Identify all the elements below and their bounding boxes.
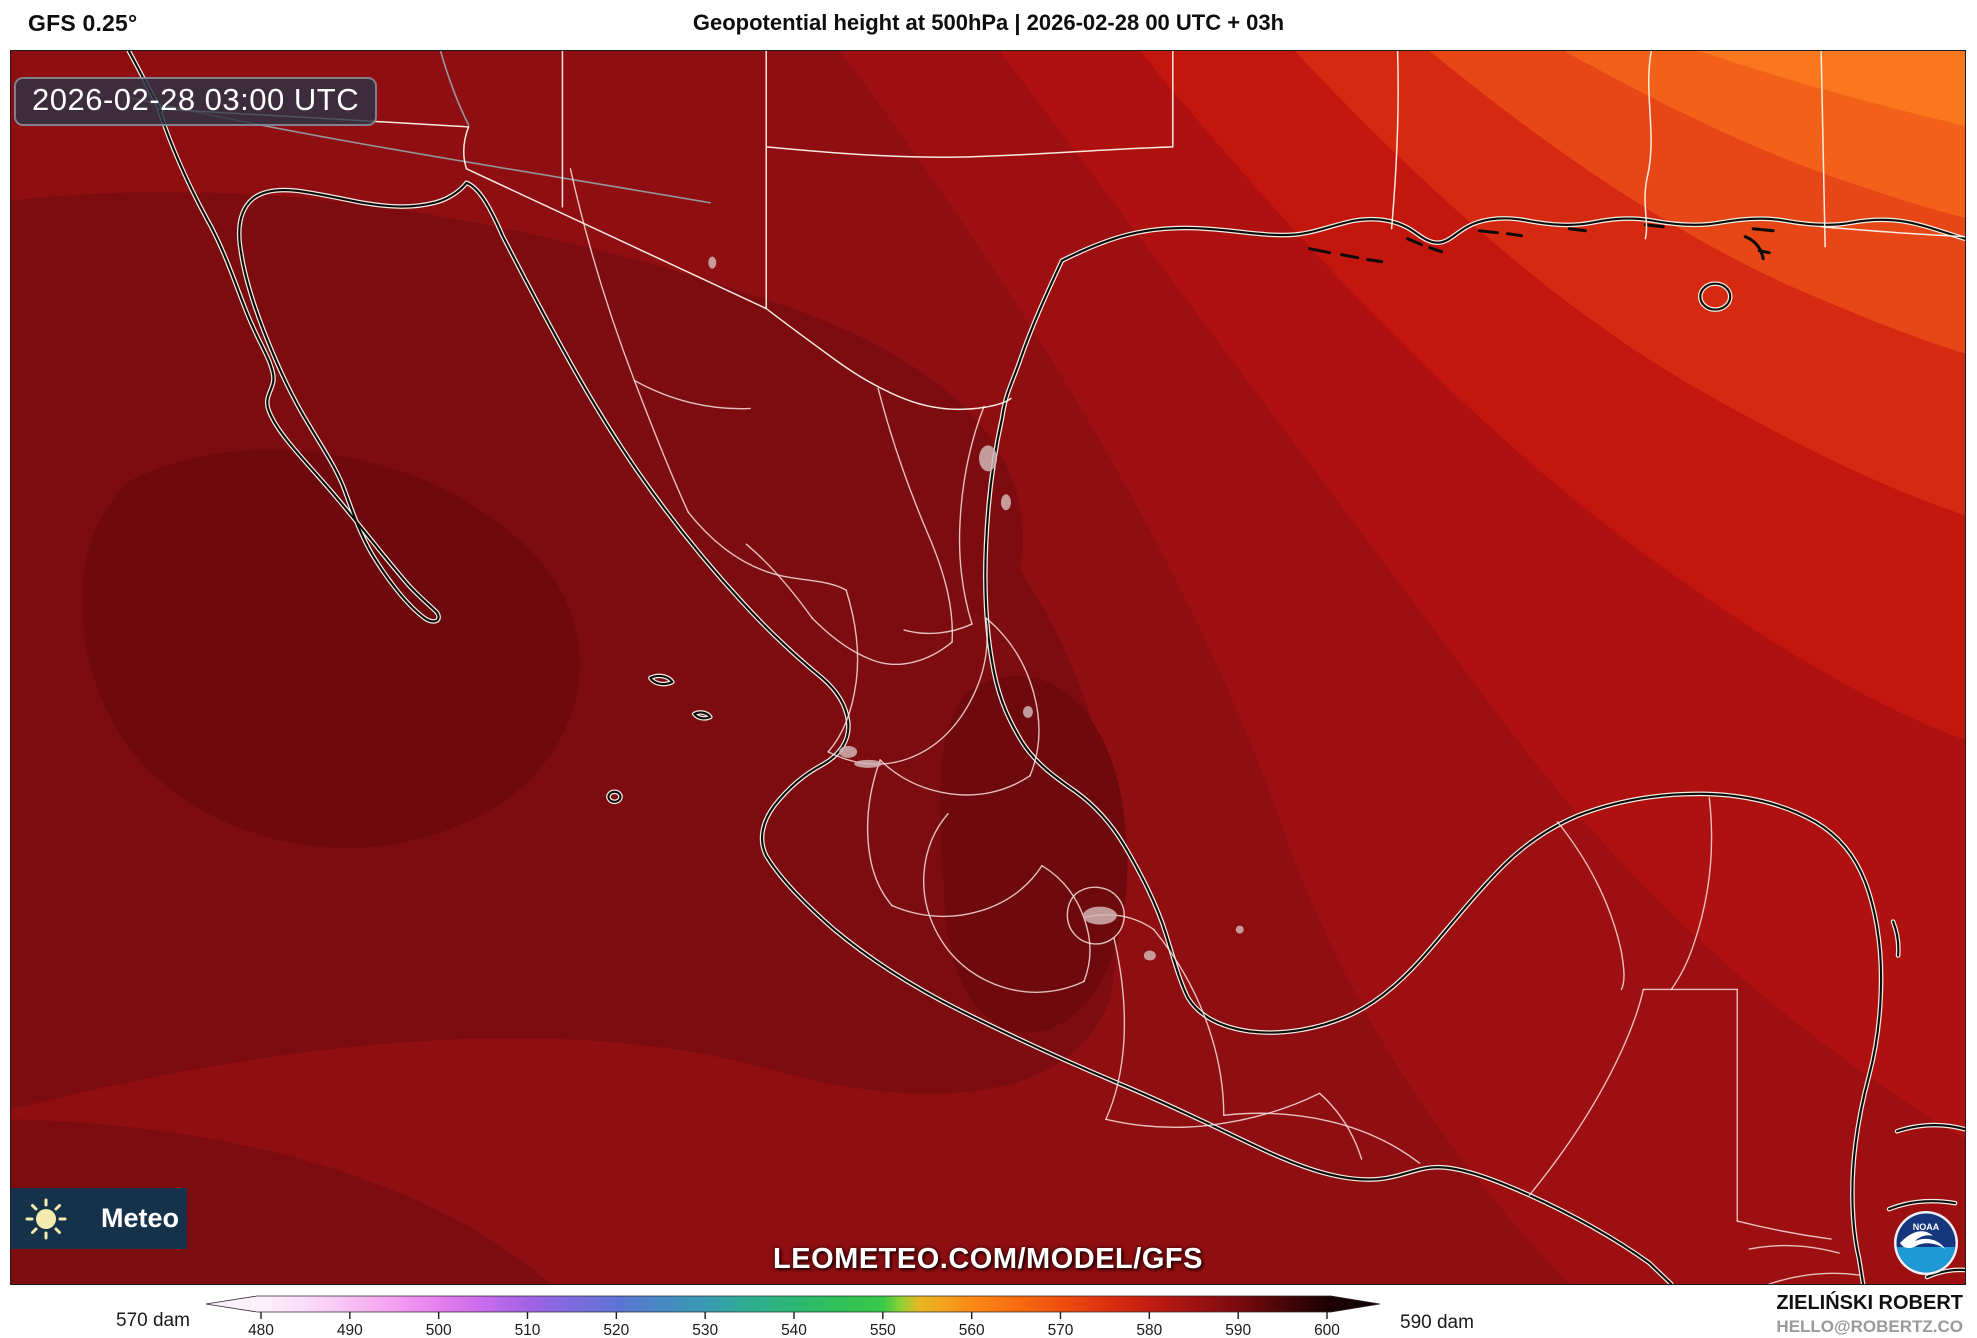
noaa-label: NOAA <box>1913 1222 1940 1232</box>
city-patches <box>708 256 1244 961</box>
page-title: Geopotential height at 500hPa | 2026-02-… <box>692 10 1285 35</box>
us-state-borders <box>158 51 1965 411</box>
colorbar-scale <box>206 1295 1380 1313</box>
colorbar-ticks: 480 490 500 510 520 530 540 550 560 570 580 590 600 <box>248 1312 1340 1338</box>
colorbar-tick-label: 600 <box>1314 1322 1340 1338</box>
coastal-marsh-details <box>1308 223 1775 264</box>
colorbar-tick-label: 500 <box>426 1322 452 1338</box>
watermark-url: LEOMETEO.COM/MODEL/GFS <box>773 1243 1203 1275</box>
contour-band-darkest <box>940 676 1128 1033</box>
colorbar-tick-label: 540 <box>781 1322 807 1338</box>
contour-band <box>1699 51 1965 126</box>
weather-map: 2026-02-28 03:00 UTC Meteo LEOMETEO.COM/… <box>10 50 1966 1285</box>
brand-name: Meteo <box>101 1203 180 1233</box>
colorbar-tick-label: 560 <box>959 1322 985 1338</box>
colorbar-tick-label: 480 <box>248 1322 274 1338</box>
colorbar-tick-label: 520 <box>603 1322 629 1338</box>
colorbar-tick-label: 550 <box>870 1322 896 1338</box>
colorbar-tick-label: 530 <box>692 1322 718 1338</box>
noaa-logo: NOAA <box>1894 1211 1958 1275</box>
mx-state-borders <box>569 168 1860 1284</box>
colorbar-tick-label: 490 <box>337 1322 363 1338</box>
colorbar-tick-label: 590 <box>1225 1322 1251 1338</box>
colorbar-tick-label: 570 <box>1048 1322 1074 1338</box>
map-canvas <box>11 51 1965 1284</box>
colorbar-tick-label: 510 <box>515 1322 541 1338</box>
brand-logo: Meteo <box>11 1188 187 1249</box>
colorbar-max-label: 590 dam <box>1400 1312 1474 1333</box>
colorbar-min-label: 570 dam <box>116 1310 190 1331</box>
timestamp-badge: 2026-02-28 03:00 UTC <box>14 77 378 126</box>
model-label: GFS 0.25° <box>28 10 138 36</box>
contour-band-darkest <box>82 449 580 848</box>
sun-icon <box>25 1198 67 1239</box>
header-bar: GFS 0.25° Geopotential height at 500hPa … <box>0 0 1977 50</box>
colorbar-tick-label: 580 <box>1136 1322 1162 1338</box>
contour-bands <box>11 51 1965 1284</box>
colorbar: 480 490 500 510 520 530 540 550 560 570 580 590 600 <box>206 1295 1380 1338</box>
attribution-name: ZIELIŃSKI ROBERT <box>1776 1292 1963 1314</box>
attribution-contact: HELLO@ROBERTZ.CO <box>1776 1317 1963 1336</box>
